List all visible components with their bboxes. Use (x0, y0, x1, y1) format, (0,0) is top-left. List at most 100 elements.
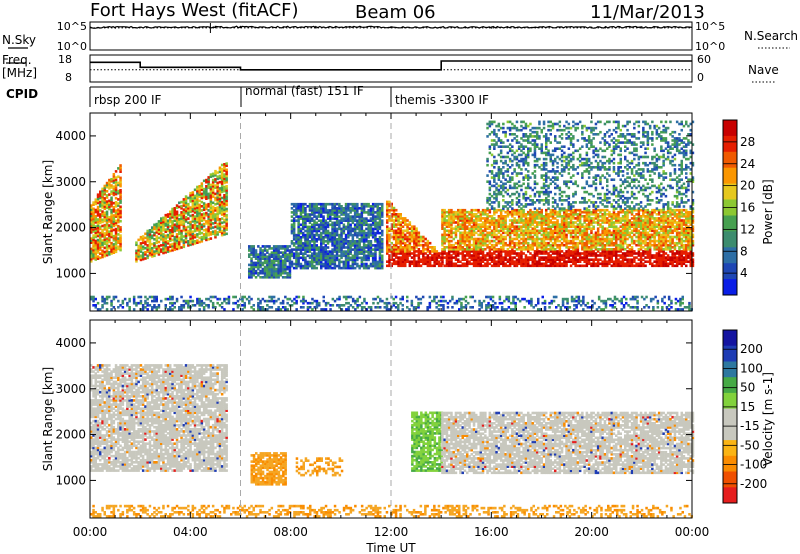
range-time-cell (445, 262, 449, 266)
range-time-cell (626, 219, 629, 222)
range-time-cell (524, 233, 528, 237)
range-time-cell (542, 227, 546, 230)
range-time-cell (468, 241, 471, 245)
range-time-cell (486, 252, 489, 255)
range-time-cell (502, 217, 505, 220)
range-time-cell (302, 235, 305, 239)
range-time-cell (508, 225, 512, 228)
range-time-cell (378, 248, 382, 251)
range-time-cell (311, 244, 314, 247)
range-time-cell (401, 233, 405, 237)
range-time-cell (475, 246, 478, 249)
range-time-cell (635, 229, 638, 233)
range-time-cell (610, 252, 613, 255)
range-time-cell (497, 239, 501, 243)
range-time-cell (644, 215, 647, 218)
range-time-cell (475, 237, 478, 241)
range-time-cell (338, 235, 341, 239)
range-time-cell (572, 225, 575, 228)
range-time-cell (630, 264, 634, 268)
range-time-cell (182, 212, 186, 216)
range-time-cell (178, 224, 181, 227)
range-time-cell (454, 254, 458, 257)
range-time-cell (513, 208, 516, 212)
range-time-cell (304, 215, 307, 218)
range-time-cell (558, 210, 562, 214)
range-time-cell (101, 193, 104, 197)
range-time-cell (362, 205, 366, 208)
range-time-cell (378, 256, 382, 260)
range-time-cell (515, 208, 519, 212)
range-time-cell (626, 229, 629, 233)
range-time-cell (386, 204, 389, 208)
range-time-cell (475, 264, 478, 268)
range-time-cell (481, 217, 485, 220)
range-time-cell (569, 233, 573, 237)
range-time-cell (615, 231, 618, 235)
range-time-cell (533, 239, 537, 243)
range-time-cell (119, 244, 122, 248)
range-time-cell (472, 248, 476, 251)
range-time-cell (374, 252, 377, 255)
range-time-cell (360, 238, 364, 241)
range-time-cell (520, 227, 523, 230)
range-time-cell (551, 237, 555, 241)
range-time-cell (105, 231, 109, 234)
range-time-cell (166, 242, 170, 245)
range-time-cell (117, 191, 120, 195)
range-time-cell (536, 225, 539, 228)
range-time-cell (374, 219, 377, 222)
range-time-cell (218, 166, 222, 170)
range-time-cell (302, 227, 305, 231)
range-time-cell (404, 260, 407, 263)
range-time-cell (401, 256, 405, 259)
range-time-cell (549, 235, 552, 239)
range-time-cell (182, 241, 186, 244)
range-time-cell (347, 225, 350, 229)
range-time-cell (639, 262, 643, 266)
range-time-cell (304, 211, 307, 214)
range-time-cell (166, 235, 170, 239)
range-time-cell (105, 196, 109, 199)
range-time-cell (493, 239, 496, 243)
range-time-cell (392, 250, 396, 253)
range-time-cell (200, 238, 204, 241)
range-time-cell (522, 231, 525, 235)
range-time-cell (157, 249, 161, 252)
range-time-cell (578, 233, 582, 237)
range-time-cell (250, 263, 253, 267)
range-time-cell (270, 269, 274, 273)
range-time-cell (642, 225, 645, 228)
range-time-cell (103, 238, 106, 241)
range-time-cell (443, 264, 446, 268)
range-time-cell (630, 210, 634, 214)
range-time-cell (331, 209, 334, 212)
range-time-cell (450, 264, 453, 268)
range-time-cell (585, 235, 589, 239)
range-time-cell (495, 233, 498, 237)
range-time-cell (103, 213, 106, 217)
range-time-cell (157, 220, 161, 223)
range-time-cell (608, 213, 611, 216)
range-time-cell (299, 240, 303, 243)
range-time-cell (99, 217, 102, 220)
range-time-cell (551, 217, 555, 220)
range-time-cell (569, 258, 573, 261)
range-time-cell (342, 264, 346, 268)
range-time-cell (392, 260, 396, 263)
range-time-cell (470, 258, 473, 261)
range-time-cell (311, 202, 314, 206)
range-time-cell (484, 248, 487, 251)
range-time-cell (441, 239, 444, 243)
range-time-cell (248, 267, 251, 271)
range-time-cell (198, 203, 201, 207)
range-time-cell (630, 260, 634, 263)
range-time-cell (119, 230, 122, 233)
range-time-cell (397, 215, 400, 218)
range-time-cell (214, 221, 217, 225)
range-time-cell (612, 243, 616, 247)
range-time-cell (603, 219, 607, 222)
range-time-cell (646, 260, 650, 263)
range-time-cell (551, 264, 555, 268)
range-time-cell (202, 194, 206, 197)
